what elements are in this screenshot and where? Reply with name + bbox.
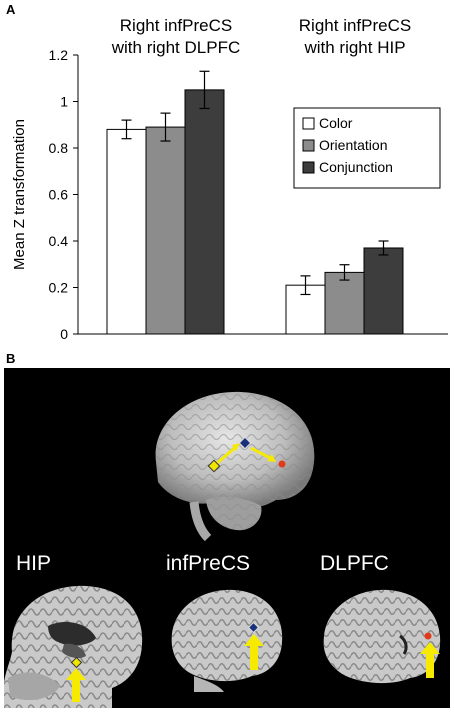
infprecs-slice: [171, 589, 283, 692]
dlpfc-slice-marker: [424, 632, 432, 640]
legend-swatch-conjunction: [302, 161, 315, 174]
legend-label-conjunction: Conjunction: [319, 159, 393, 175]
dlpfc-arrow-icon: [420, 642, 440, 678]
panel-a-label: A: [6, 2, 16, 17]
panel-b-label: B: [6, 351, 16, 366]
y-tick-label: 0.8: [49, 140, 69, 156]
group-title-0: with right DLPFC: [111, 38, 240, 57]
infprecs-slice-marker: [247, 621, 260, 634]
chart-group-titles: Right infPreCS with right DLPFC Right infP…: [111, 16, 411, 57]
dlpfc-slice: [323, 589, 441, 684]
y-tick-label: 1.2: [49, 47, 69, 63]
legend-swatch-orientation: [302, 139, 315, 152]
region-label-hip: HIP: [16, 552, 52, 575]
infprecs-marker: [238, 436, 252, 450]
hip-arrow-icon: [66, 668, 86, 702]
legend-label-orientation: Orientation: [319, 137, 387, 153]
hip-marker: [207, 459, 221, 473]
infprecs-arrow-icon: [244, 634, 264, 670]
chart-bars: [106, 89, 404, 335]
bar-conjunction-0: [184, 89, 225, 335]
bar-chart: 0 0.2 0.4 0.6 0.8 1 1.2 Mean Z transformation R…: [11, 16, 448, 342]
group-title-1: with right HIP: [303, 38, 405, 57]
bar-orientation-1: [324, 271, 365, 335]
region-label-infprecs: infPreCS: [166, 552, 251, 575]
chart-error-bars: [121, 70, 389, 296]
y-axis-title: Mean Z transformation: [11, 119, 28, 270]
y-tick-label: 0.4: [49, 233, 69, 249]
hip-slice: [4, 585, 143, 708]
bar-conjunction-1: [363, 247, 404, 335]
dlpfc-marker: [278, 460, 286, 468]
brain-3d-render: [155, 391, 315, 542]
bar-color-0: [106, 128, 147, 335]
group-title-1: Right infPreCS: [299, 16, 411, 35]
hip-slice-marker: [70, 656, 83, 669]
y-tick-label: 0.6: [49, 187, 69, 203]
legend-box: [293, 107, 441, 189]
legend-label-color: Color: [319, 115, 353, 131]
brain-images-panel: HIP infPreCS DLPFC: [4, 368, 450, 708]
chart-legend: Color Orientation Conjunction: [293, 107, 441, 189]
legend-swatch-color: [302, 117, 315, 130]
group-title-0: Right infPreCS: [120, 16, 232, 35]
region-label-dlpfc: DLPFC: [320, 552, 389, 575]
y-tick-label: 1: [60, 94, 68, 110]
bar-orientation-0: [145, 126, 186, 335]
arrow-hip-to-infprecs: [215, 444, 238, 466]
y-tick-label: 0.2: [49, 280, 69, 296]
y-tick-label: 0: [60, 326, 68, 342]
